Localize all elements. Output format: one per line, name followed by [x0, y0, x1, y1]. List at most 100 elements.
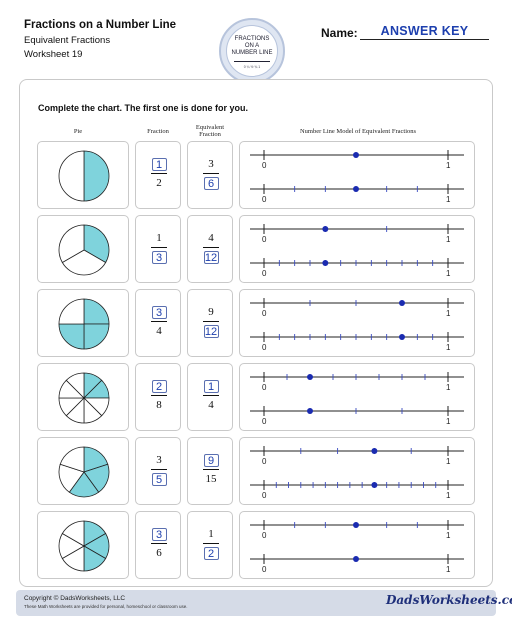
- equivalent-fraction-bar: [203, 469, 219, 470]
- number-line-cell: [239, 363, 475, 431]
- number-line-2-point: [353, 556, 359, 562]
- pie-slice: [59, 446, 85, 473]
- worksheet-subtitle: Equivalent Fractions: [24, 35, 111, 46]
- number-line-1-zero-label: 0: [262, 161, 267, 170]
- number-line-1-one-label: 1: [446, 161, 451, 170]
- fraction-fraction-bar: [151, 469, 167, 470]
- number-line-2-zero-label: 0: [262, 565, 267, 574]
- pie-slice: [58, 224, 85, 264]
- site-logo: DadsWorksheets.com: [386, 593, 512, 607]
- number-line-2-point: [322, 260, 329, 266]
- badge-line-2: ON A: [244, 43, 260, 49]
- pie-cell: [37, 511, 129, 579]
- equivalent-fraction-bar: [203, 395, 219, 396]
- equivalent-fraction: 9 15: [199, 454, 223, 486]
- fraction-numerator[interactable]: 3: [151, 528, 167, 541]
- number-line-2-zero-label: 0: [262, 343, 267, 352]
- number-line-2-one-label: 1: [446, 417, 451, 426]
- equivalent-numerator[interactable]: 1: [203, 380, 219, 393]
- number-line-1-one-label: 1: [446, 457, 451, 466]
- number-line-2-point: [353, 186, 359, 192]
- equivalent-numerator[interactable]: 9: [203, 454, 219, 467]
- pie-slice: [61, 249, 107, 276]
- equivalent-fraction-bar: [203, 247, 219, 248]
- fraction-pie: [58, 150, 110, 202]
- equivalent-fraction-bar: [203, 321, 219, 322]
- equivalent-fraction-cell: 9 12: [187, 289, 233, 357]
- fraction-numerator[interactable]: 1: [151, 158, 167, 171]
- pie-cell: [37, 141, 129, 209]
- equivalent-denominator[interactable]: 12: [203, 325, 219, 338]
- fraction-fraction-bar: [151, 321, 167, 322]
- number-line-2-zero-label: 0: [262, 491, 267, 500]
- number-line-1-point: [307, 374, 313, 380]
- fraction-numerator[interactable]: 3: [151, 306, 167, 319]
- equivalent-numerator: 1: [208, 528, 214, 540]
- worksheet-number: Worksheet 19: [24, 49, 83, 60]
- equivalent-denominator[interactable]: 2: [203, 547, 219, 560]
- fraction-fraction-bar: [151, 173, 167, 174]
- topic-badge-inner: FRACTIONS ON A NUMBER LINE 0 ¼ ½ ¾ 1: [226, 25, 278, 77]
- pie-cell: [37, 215, 129, 283]
- number-line-2-one-label: 1: [446, 195, 451, 204]
- number-line-1-point: [322, 226, 329, 232]
- fraction-denominator[interactable]: 5: [151, 473, 167, 486]
- pie-cell: [37, 437, 129, 505]
- column-header-pie: Pie: [73, 128, 83, 135]
- name-label: Name:: [321, 26, 358, 40]
- badge-line-1: FRACTIONS: [234, 36, 270, 42]
- number-line-1-point: [371, 448, 378, 454]
- number-line-model: [250, 298, 464, 342]
- equivalent-numerator: 3: [208, 158, 214, 170]
- equivalent-fraction-cell: 4 12: [187, 215, 233, 283]
- topic-badge-text: FRACTIONS ON A NUMBER LINE: [227, 36, 277, 57]
- number-line-2-zero-label: 0: [262, 269, 267, 278]
- number-line-1-one-label: 1: [446, 309, 451, 318]
- number-line-1-one-label: 1: [446, 235, 451, 244]
- fraction-pie: [58, 224, 110, 276]
- fraction-numerator[interactable]: 2: [151, 380, 167, 393]
- pie-slice: [65, 372, 85, 399]
- number-line-model: [250, 446, 464, 490]
- fraction-denominator[interactable]: 3: [151, 251, 167, 264]
- number-line-model: [250, 224, 464, 268]
- equivalent-numerator: 9: [208, 306, 214, 318]
- number-line-1-point: [353, 152, 359, 158]
- fraction-numerator: 1: [156, 232, 162, 244]
- fraction-pie: [58, 446, 110, 498]
- pie-slice: [83, 150, 110, 202]
- pie-slice: [83, 323, 110, 350]
- fraction-fraction-bar: [151, 247, 167, 248]
- equivalent-denominator[interactable]: 6: [203, 177, 219, 190]
- column-header-fraction: Fraction: [147, 128, 169, 135]
- fraction-denominator: 2: [156, 177, 162, 189]
- badge-tick-labels: 0 ¼ ½ ¾ 1: [243, 65, 261, 69]
- topic-badge: FRACTIONS ON A NUMBER LINE 0 ¼ ½ ¾ 1: [219, 18, 285, 84]
- equivalent-fraction-bar: [203, 173, 219, 174]
- number-line-2-zero-label: 0: [262, 417, 267, 426]
- equivalent-denominator[interactable]: 12: [203, 251, 219, 264]
- fraction-pie: [58, 520, 110, 572]
- pie-slice: [61, 520, 85, 547]
- equivalent-numerator: 4: [208, 232, 214, 244]
- name-underline: [360, 39, 489, 40]
- number-line-1-one-label: 1: [446, 531, 451, 540]
- name-field[interactable]: ANSWER KEY: [380, 24, 469, 38]
- number-line-2-one-label: 1: [446, 269, 451, 278]
- number-line-cell: [239, 215, 475, 283]
- usage-note: These Math Worksheets are provided for p…: [24, 604, 188, 609]
- column-header-number-line: Number Line Model of Equivalent Fraction…: [299, 128, 417, 135]
- fraction-denominator: 4: [156, 325, 162, 337]
- pie-slice: [83, 224, 110, 264]
